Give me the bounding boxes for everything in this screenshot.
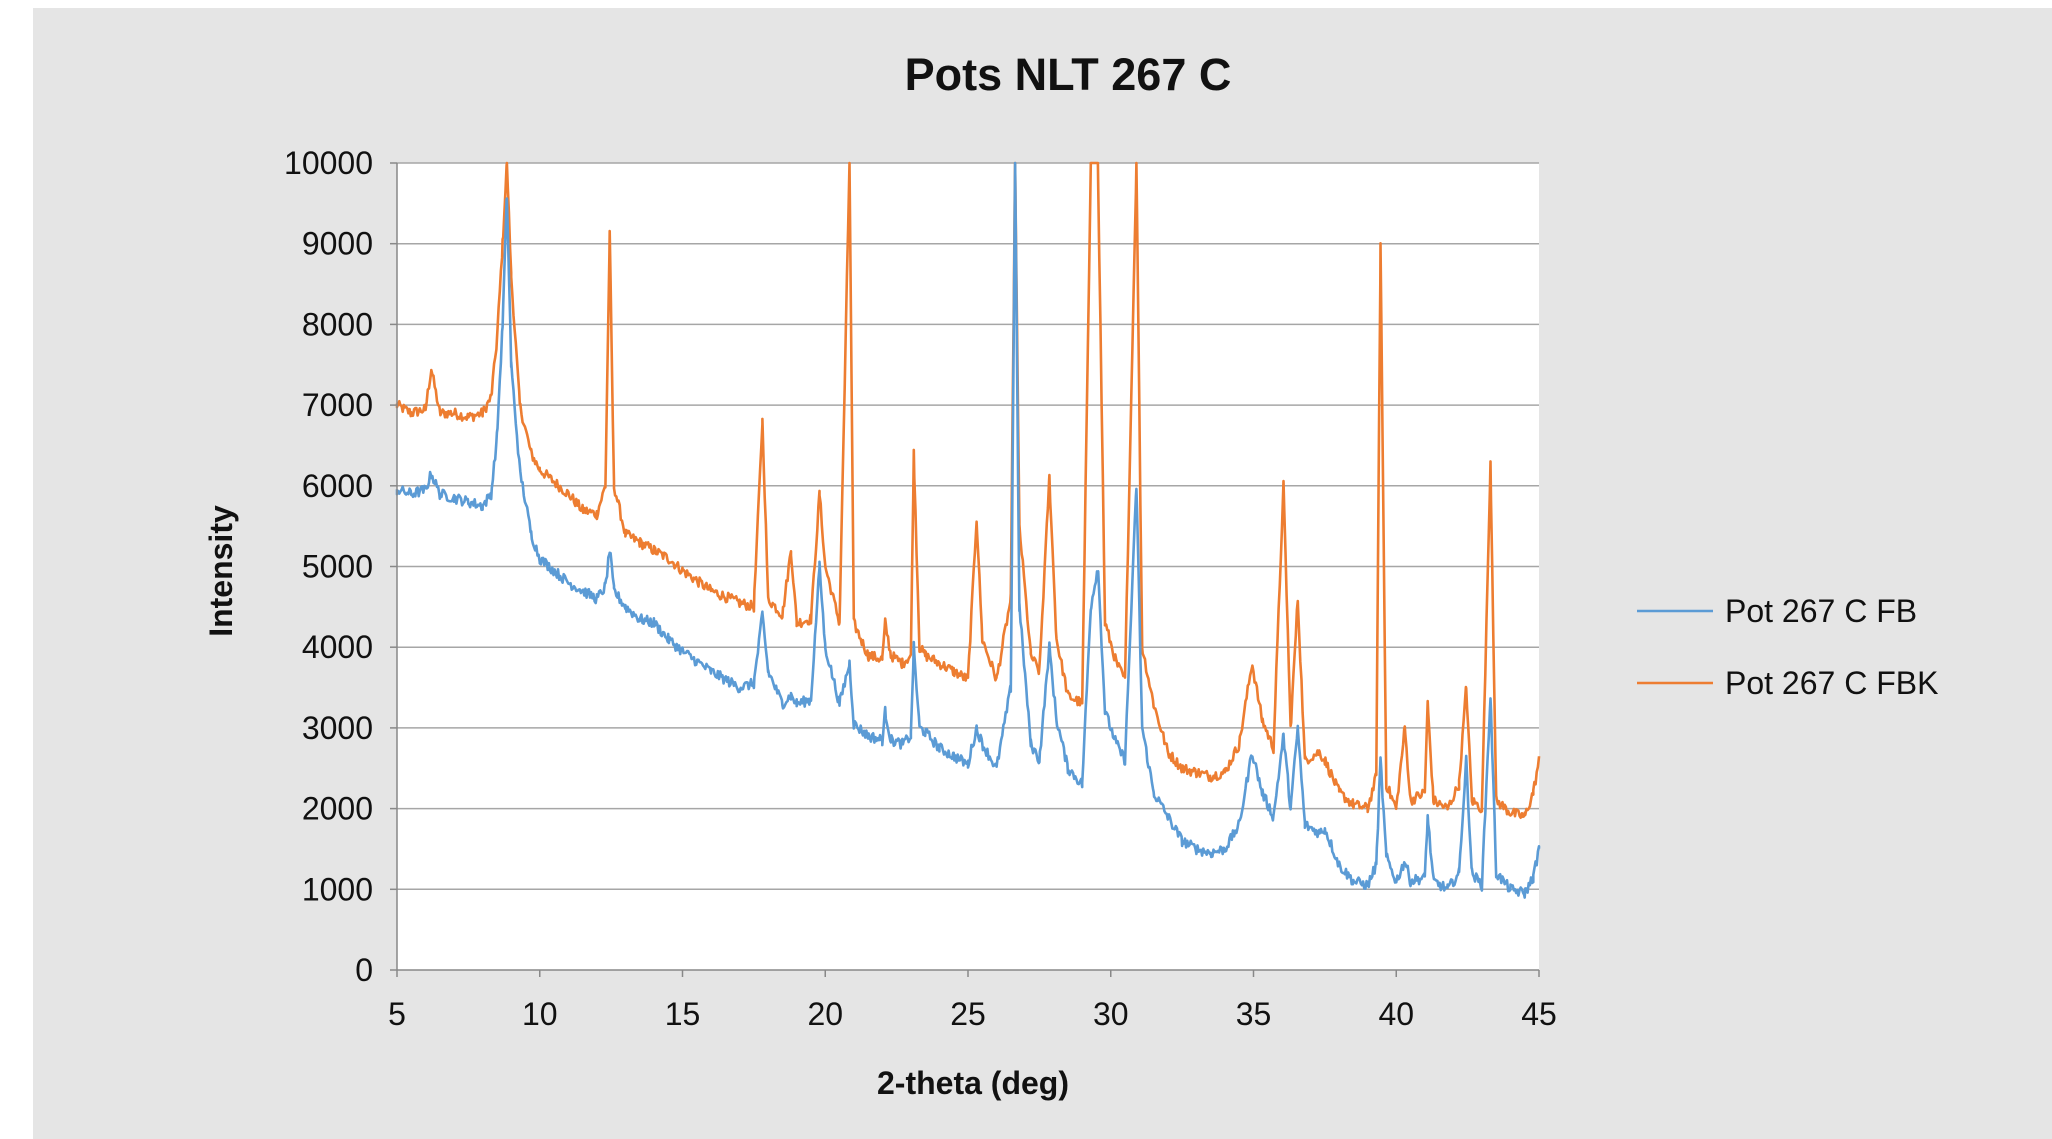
y-tick-label: 7000 [302,387,373,423]
legend-label: Pot 267 C FBK [1725,665,1938,701]
x-tick-label: 20 [807,996,843,1032]
x-tick-label: 40 [1378,996,1414,1032]
xrd-line-chart: 0 1000 2000 3000 4000 5000 6000 7000 8000 9000 100… [33,8,2052,1139]
x-tick-label: 45 [1521,996,1557,1032]
y-tick-label: 2000 [302,791,373,827]
x-tick-label: 10 [522,996,558,1032]
x-axis-title: 2-theta (deg) [877,1065,1069,1101]
y-tick-label: 10000 [284,145,373,181]
y-axis-ticks: 0 1000 2000 3000 4000 5000 6000 7000 8000 9000 100… [284,145,397,988]
y-tick-label: 9000 [302,226,373,262]
y-tick-label: 6000 [302,468,373,504]
x-axis-ticks: 5 10 15 20 25 30 35 40 45 [388,970,1557,1032]
y-tick-label: 4000 [302,629,373,665]
x-tick-label: 5 [388,996,406,1032]
x-tick-label: 30 [1093,996,1129,1032]
y-tick-label: 0 [355,952,373,988]
y-tick-label: 5000 [302,549,373,585]
legend-label: Pot 267 C FB [1725,593,1917,629]
chart-title: Pots NLT 267 C [905,49,1232,100]
x-tick-label: 35 [1236,996,1272,1032]
x-tick-label: 25 [950,996,986,1032]
x-tick-label: 15 [665,996,701,1032]
legend: Pot 267 C FB Pot 267 C FBK [1637,593,1938,701]
y-tick-label: 3000 [302,710,373,746]
y-tick-label: 1000 [302,871,373,907]
y-tick-label: 8000 [302,306,373,342]
y-axis-title: Intensity [203,505,239,637]
chart-area: 0 1000 2000 3000 4000 5000 6000 7000 8000 9000 100… [33,8,2052,1139]
